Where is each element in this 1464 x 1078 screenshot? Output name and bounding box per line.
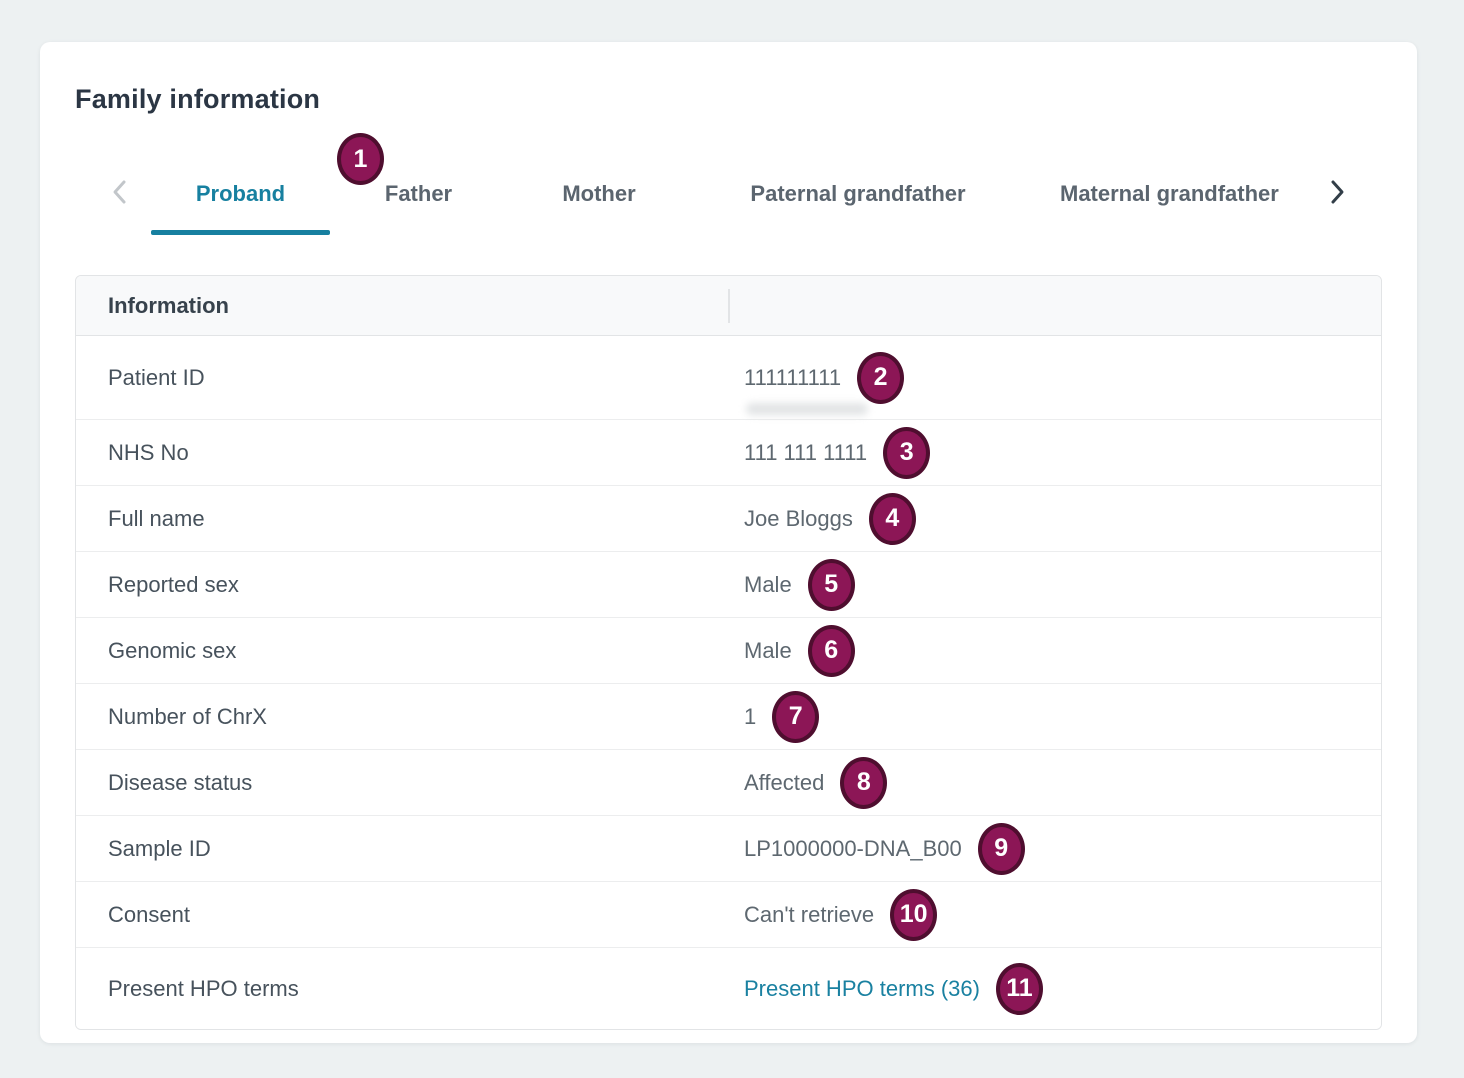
row-value: LP1000000-DNA_B00 — [744, 835, 962, 861]
information-table: Information Patient ID 111111111 2 NHS N… — [75, 275, 1382, 1030]
table-row-nhs-no: NHS No 111 111 1111 3 — [76, 402, 1381, 486]
annotation-badge-8: 8 — [840, 756, 888, 809]
table-row-number-of-chrx: Number of ChrX 1 7 — [76, 684, 1381, 750]
row-value: Male — [744, 637, 792, 663]
relative-tabs-bar: 1 Proband Father Mother Paternal grandfa… — [75, 133, 1417, 235]
annotation-badge-10: 10 — [890, 888, 938, 941]
row-label: Patient ID — [108, 364, 205, 390]
table-row-present-hpo-terms: Present HPO terms Present HPO terms (36)… — [76, 948, 1381, 1029]
table-row-full-name: Full name Joe Bloggs 4 — [76, 486, 1381, 552]
annotation-badge-9: 9 — [977, 822, 1025, 875]
table-row-genomic-sex: Genomic sex Male 6 — [76, 618, 1381, 684]
row-value: Can't retrieve — [744, 901, 875, 927]
tab-label: Paternal grandfather — [750, 181, 966, 206]
row-label: Disease status — [108, 769, 253, 795]
tab-father[interactable]: Father — [351, 163, 486, 235]
annotation-badge-2: 2 — [857, 351, 905, 404]
tab-proband[interactable]: Proband — [151, 163, 330, 235]
annotation-badge-11: 11 — [995, 962, 1043, 1015]
family-information-card: Family information 1 Proband Father Moth… — [40, 42, 1417, 1043]
row-value: Affected — [744, 769, 825, 795]
row-value: 1 — [744, 703, 757, 729]
chevron-right-icon — [1331, 180, 1344, 204]
row-label: Number of ChrX — [108, 703, 267, 729]
annotation-badge-6: 6 — [807, 624, 855, 677]
tab-label: Maternal grandfather — [1060, 181, 1279, 206]
redaction-smudge — [746, 402, 868, 415]
row-value: 111 111 1111 — [744, 439, 868, 465]
row-label: Sample ID — [108, 835, 211, 861]
table-row-sample-id: Sample ID LP1000000-DNA_B00 9 — [76, 816, 1381, 882]
row-value: Joe Bloggs — [744, 505, 853, 531]
tabs-viewport: Proband Father Mother Paternal grandfath… — [151, 163, 1308, 235]
row-label: Genomic sex — [108, 637, 237, 663]
tab-label: Mother — [562, 181, 636, 206]
table-row-consent: Consent Can't retrieve 10 — [76, 882, 1381, 948]
row-label: Full name — [108, 505, 205, 531]
chevron-left-icon — [113, 180, 126, 204]
row-label: Reported sex — [108, 571, 239, 597]
table-header-label: Information — [108, 292, 229, 318]
row-label: Consent — [108, 901, 190, 927]
table-row-patient-id: Patient ID 111111111 2 — [76, 336, 1381, 420]
table-header-row: Information — [76, 276, 1381, 336]
tab-maternal-grandfather[interactable]: Maternal grandfather — [1030, 163, 1308, 235]
row-value: 111111111 — [744, 364, 842, 390]
annotation-badge-7: 7 — [772, 690, 820, 743]
row-label: NHS No — [108, 439, 189, 465]
row-label: Present HPO terms — [108, 975, 299, 1001]
annotation-badge-1: 1 — [337, 133, 384, 185]
tabs-scroll-right-button[interactable] — [1322, 172, 1354, 212]
present-hpo-terms-link[interactable]: Present HPO terms (36) — [744, 975, 980, 1001]
annotation-badge-5: 5 — [807, 558, 855, 611]
column-divider — [728, 289, 730, 323]
tab-paternal-grandfather[interactable]: Paternal grandfather — [692, 163, 1024, 235]
active-tab-underline — [151, 230, 330, 235]
tabs-scroll-left-button[interactable] — [103, 172, 135, 212]
tab-label: Proband — [195, 181, 286, 206]
table-row-disease-status: Disease status Affected 8 — [76, 750, 1381, 816]
page-title: Family information — [75, 84, 321, 114]
tab-mother[interactable]: Mother — [520, 163, 678, 235]
table-row-reported-sex: Reported sex Male 5 — [76, 552, 1381, 618]
row-value: Male — [744, 571, 792, 597]
annotation-badge-4: 4 — [868, 492, 916, 545]
tab-label: Father — [384, 181, 453, 206]
annotation-badge-3: 3 — [883, 426, 931, 479]
